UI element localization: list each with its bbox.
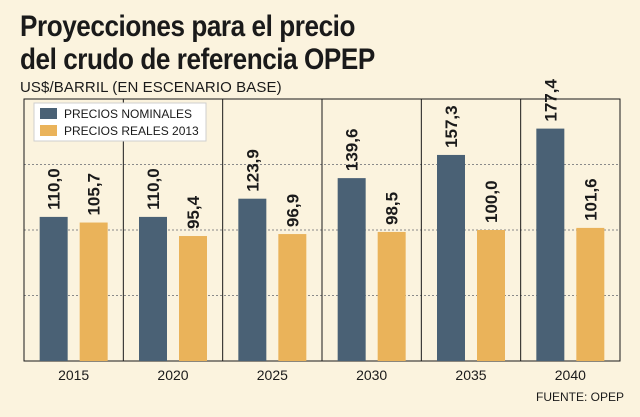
bar-nominal [437, 154, 465, 361]
x-tick-label: 2020 [157, 367, 188, 383]
data-label: 177,4 [541, 79, 560, 122]
legend-label: PRECIOS NOMINALES [64, 107, 192, 121]
bar-real [576, 227, 605, 361]
data-label: 98,5 [383, 192, 402, 225]
x-tick-label: 2015 [58, 367, 89, 383]
x-tick-label: 2025 [257, 367, 288, 383]
legend-swatch-nominal [40, 108, 57, 119]
legend-label: PRECIOS REALES 2013 [64, 124, 199, 138]
bar-nominal [139, 216, 167, 361]
legend-swatch-real [40, 125, 57, 136]
bar-real [477, 230, 505, 361]
data-label: 157,3 [442, 105, 461, 148]
data-label: 139,6 [343, 129, 362, 172]
bar-real [377, 231, 406, 361]
legend-box [33, 102, 207, 142]
data-label: 110,0 [144, 168, 163, 210]
source-note: FUENTE: OPEP [535, 390, 624, 404]
data-label: 123,9 [243, 149, 262, 192]
bar-nominal [39, 216, 68, 361]
chart-title-line: del crudo de referencia OPEP [20, 43, 375, 76]
data-label: 101,6 [581, 178, 600, 221]
x-tick-label: 2035 [455, 367, 486, 383]
plot-frame [23, 98, 621, 362]
x-tick-label: 2040 [555, 367, 586, 383]
data-label: 105,7 [85, 173, 104, 216]
bar-real [278, 234, 307, 361]
bar-real [79, 222, 108, 361]
chart-title-line: Proyecciones para el precio [20, 10, 355, 43]
data-label: 100,0 [482, 180, 501, 223]
chart-title: Proyecciones para el precio del crudo de… [20, 10, 542, 76]
data-label: 95,4 [184, 195, 203, 229]
x-tick-label: 2030 [356, 367, 387, 383]
chart-subtitle: US$/BARRIL (EN ESCENARIO BASE) [20, 79, 282, 96]
bar-nominal [337, 178, 366, 361]
data-label: 110,0 [45, 168, 64, 210]
data-label: 96,9 [283, 194, 302, 227]
bar-real [179, 236, 207, 361]
bar-nominal [238, 198, 267, 361]
bar-nominal [536, 128, 565, 361]
